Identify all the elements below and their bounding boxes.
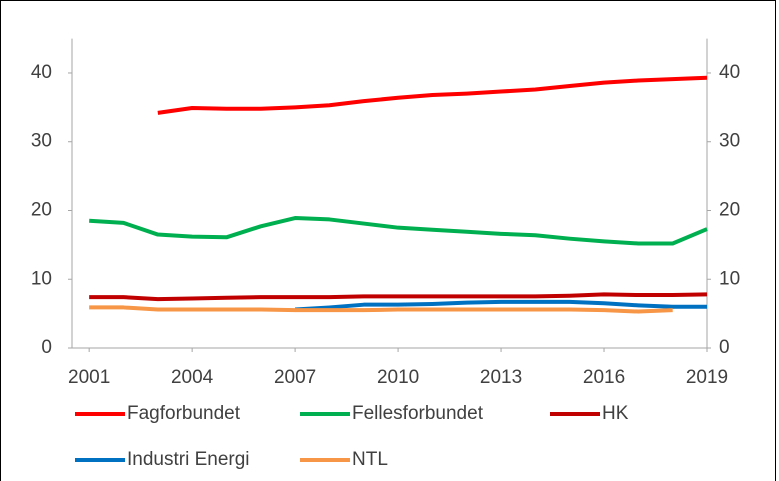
legend-label: HK	[602, 403, 629, 424]
legend-label: Industri Energi	[127, 449, 250, 470]
y2-tick-label: 0	[719, 337, 730, 358]
x-tick-label: 2001	[68, 367, 110, 388]
x-tick-label: 2010	[377, 367, 419, 388]
y2-tick-label: 30	[719, 131, 740, 152]
x-tick-label: 2013	[480, 367, 522, 388]
y-tick-label: 0	[41, 337, 52, 358]
x-tick-label: 2004	[171, 367, 214, 388]
y-tick-label: 20	[31, 200, 52, 221]
series-line	[89, 305, 673, 314]
series-line	[294, 299, 707, 312]
series-line	[89, 292, 708, 302]
y2-tick-label: 20	[719, 200, 740, 221]
y2-tick-label: 40	[719, 62, 740, 83]
legend-label: Fellesforbundet	[352, 403, 484, 424]
y-tick-label: 30	[31, 131, 52, 152]
series-line	[89, 216, 708, 246]
x-tick-label: 2019	[686, 367, 728, 388]
legend-label: NTL	[352, 449, 388, 470]
series-line	[157, 75, 708, 115]
y-tick-label: 10	[31, 268, 52, 289]
legend-label: Fagforbundet	[127, 403, 241, 424]
x-tick-label: 2007	[274, 367, 316, 388]
x-tick-label: 2016	[583, 367, 625, 388]
y2-tick-label: 10	[719, 268, 740, 289]
y-tick-label: 40	[31, 62, 52, 83]
